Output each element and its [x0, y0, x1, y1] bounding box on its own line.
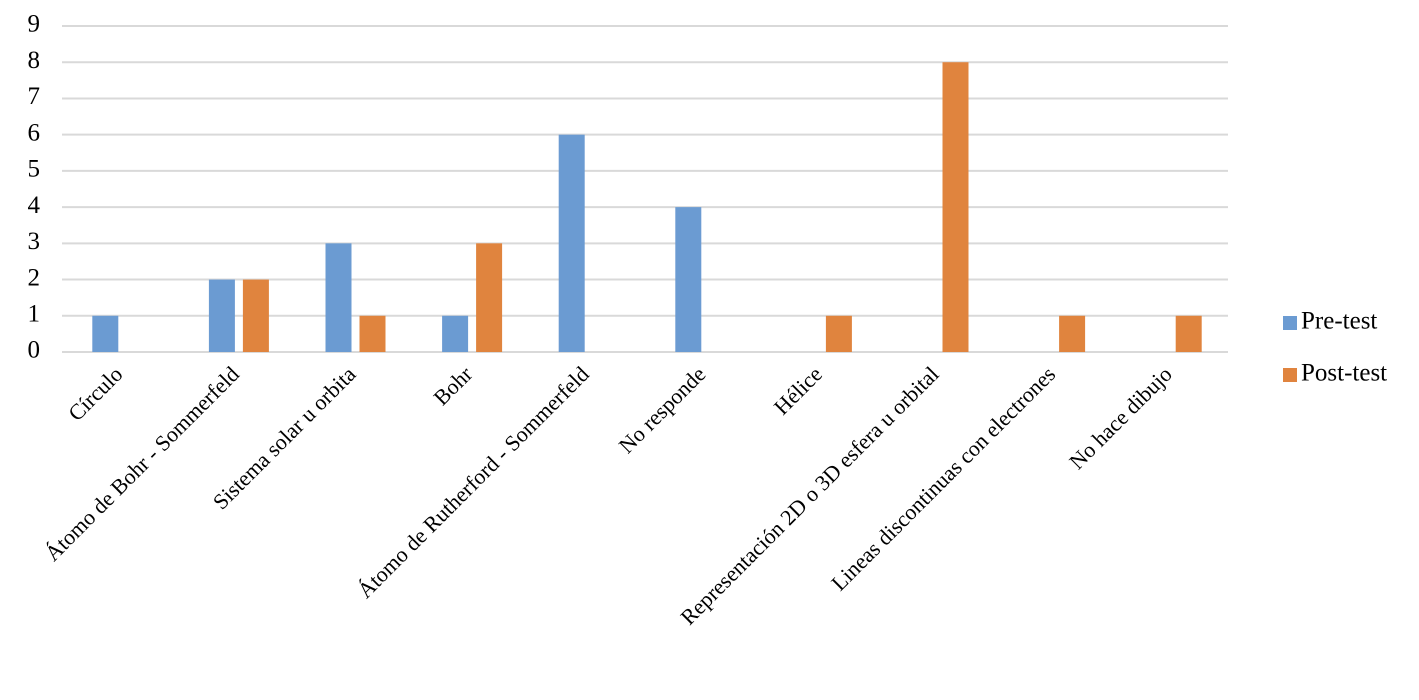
bar: [442, 315, 469, 352]
y-tick-label: 6: [28, 119, 41, 146]
bar: [359, 315, 386, 352]
bar: [825, 315, 852, 352]
x-tick-label: Átomo de Bohr - Sommerfeld: [40, 361, 244, 565]
y-tick-label: 8: [28, 47, 41, 74]
legend-label: Pre-test: [1301, 308, 1377, 335]
bar: [675, 207, 702, 352]
y-tick-label: 3: [28, 228, 41, 255]
legend-label: Post-test: [1301, 360, 1387, 387]
x-tick-label: Átomo de Rutherford - Sommerfeld: [352, 361, 593, 602]
bar: [476, 243, 503, 352]
y-tick-label: 2: [28, 264, 41, 291]
y-tick-label: 1: [28, 301, 41, 328]
bar: [242, 279, 269, 352]
bar: [92, 315, 119, 352]
x-tick-label: No responde: [614, 361, 711, 458]
x-tick-label: Hélice: [769, 361, 827, 419]
x-tick-label: No hace dibujo: [1064, 361, 1177, 474]
bar: [208, 279, 235, 352]
bar: [1059, 315, 1086, 352]
y-tick-label: 7: [28, 83, 41, 110]
bar: [942, 62, 969, 352]
y-tick-label: 4: [28, 192, 41, 219]
x-tick-label: Lineas discontinuas con electrones: [826, 361, 1060, 595]
y-tick-label: 0: [28, 337, 41, 364]
x-tick-label: Bohr: [428, 361, 477, 410]
bar: [558, 134, 585, 352]
y-tick-label: 9: [28, 11, 41, 38]
bar: [1175, 315, 1202, 352]
x-tick-label: Representación 2D o 3D esfera u orbital: [675, 361, 943, 629]
bar: [325, 243, 352, 352]
y-tick-label: 5: [28, 156, 41, 183]
legend-swatch: [1283, 316, 1297, 330]
legend-swatch: [1283, 368, 1297, 382]
x-tick-label: Círculo: [63, 361, 127, 425]
